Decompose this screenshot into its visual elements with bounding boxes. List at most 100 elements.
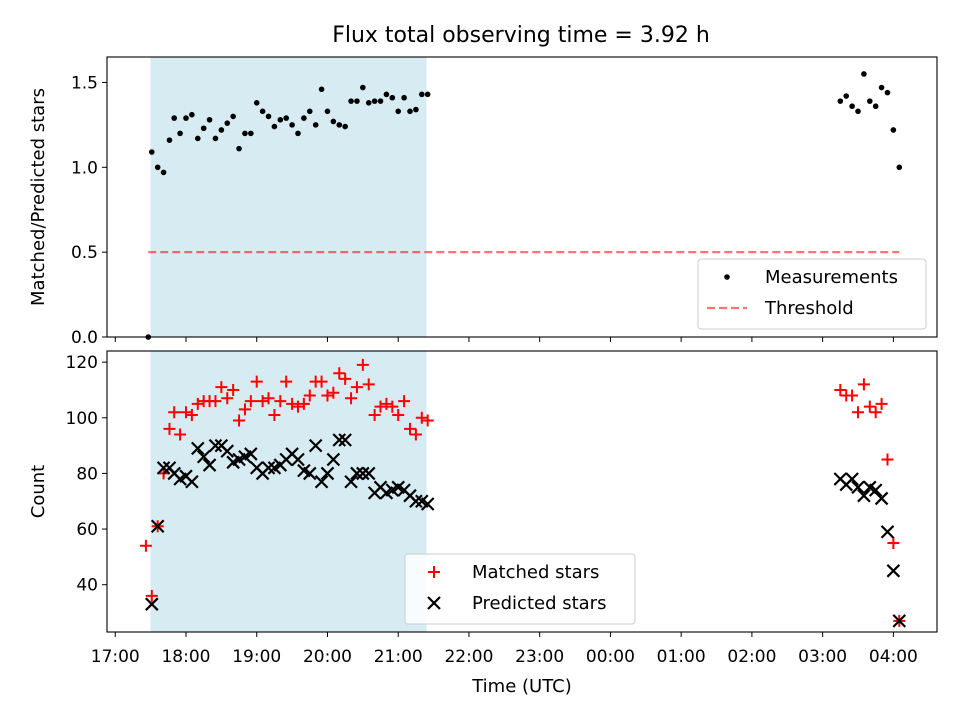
measurement-point xyxy=(230,113,236,120)
x-tick-label: 03:00 xyxy=(798,647,847,667)
measurement-point xyxy=(206,116,213,123)
matched-star-point xyxy=(409,428,422,441)
predicted-star-point xyxy=(202,458,217,472)
measurement-point xyxy=(194,135,201,142)
x-tick-label: 04:00 xyxy=(869,647,918,667)
predicted-star-point xyxy=(303,466,317,481)
x-tick-label: 20:00 xyxy=(303,647,352,667)
matched-star-point xyxy=(398,395,411,408)
measurement-point xyxy=(843,93,850,99)
matched-star-point xyxy=(244,395,257,408)
matched-star-point xyxy=(221,392,234,405)
matched-star-point xyxy=(238,403,251,416)
measurement-point xyxy=(413,106,419,113)
measurement-point xyxy=(301,115,307,121)
measurement-point xyxy=(418,91,425,98)
axes-frame xyxy=(106,56,938,338)
matched-star-point xyxy=(345,392,358,405)
measurement-point xyxy=(189,111,195,118)
predicted-star-point xyxy=(886,564,901,578)
measurement-point xyxy=(289,122,295,128)
shaded-interval xyxy=(150,57,427,337)
matched-star-point xyxy=(881,453,894,466)
measurement-point xyxy=(200,125,207,132)
predicted-star-point xyxy=(361,466,376,481)
matched-star-point xyxy=(350,381,363,394)
predicted-star-point xyxy=(344,474,358,489)
predicted-star-point xyxy=(208,438,223,453)
measurement-point xyxy=(171,115,178,121)
matched-star-point xyxy=(280,375,293,388)
x-tick-label: 02:00 xyxy=(727,647,776,667)
matched-star-point xyxy=(209,395,222,408)
legend-predicted-marker xyxy=(427,596,441,610)
x-tick-label: 00:00 xyxy=(586,647,635,667)
measurement-point xyxy=(342,123,348,130)
matched-star-point xyxy=(421,414,434,427)
measurement-point xyxy=(354,98,360,104)
matched-star-point xyxy=(250,375,263,388)
measurement-point xyxy=(312,122,319,128)
measurement-point xyxy=(177,130,183,137)
measurement-point xyxy=(896,164,903,171)
measurement-point xyxy=(283,115,290,121)
measurement-point xyxy=(154,164,161,171)
predicted-star-point xyxy=(409,494,423,509)
legend: Measurements Threshold xyxy=(697,258,927,330)
predicted-star-point xyxy=(308,438,323,453)
predicted-star-point xyxy=(191,441,205,456)
predicted-star-point xyxy=(291,452,305,467)
y-tick-label: 0.0 xyxy=(71,328,98,348)
matched-star-point xyxy=(139,539,152,552)
measurement-point xyxy=(855,108,861,115)
measurement-point xyxy=(348,98,354,104)
predicted-star-point xyxy=(185,474,199,489)
measurement-point xyxy=(360,84,366,91)
legend: Matched stars Predicted stars xyxy=(404,553,636,625)
x-tick-label: 21:00 xyxy=(374,647,423,667)
measurement-point xyxy=(224,120,231,126)
measurement-point xyxy=(271,123,278,130)
measurement-point xyxy=(878,84,885,91)
x-tick-label: 01:00 xyxy=(657,647,706,667)
matched-star-point xyxy=(386,400,399,413)
measurement-point xyxy=(884,89,891,96)
measurement-point xyxy=(236,145,242,152)
predicted-star-point xyxy=(338,433,352,447)
measurement-point xyxy=(160,169,167,176)
matched-star-point xyxy=(163,422,176,435)
measurement-point xyxy=(248,130,254,137)
predicted-star-point xyxy=(868,483,883,497)
y-tick-label: 1.0 xyxy=(71,158,98,178)
legend-label: Measurements xyxy=(765,267,898,288)
shaded-interval xyxy=(150,351,427,632)
measurement-point xyxy=(872,103,879,110)
predicted-star-point xyxy=(356,466,370,481)
matched-star-point xyxy=(191,397,204,410)
measurement-point xyxy=(377,98,384,104)
x-tick-label: 18:00 xyxy=(161,647,210,667)
matched-star-point xyxy=(333,367,346,380)
top-panel: 0.0 0.5 1.0 1.5 Matched/Predicted stars Measu… xyxy=(28,56,938,348)
x-tick-label: 23:00 xyxy=(515,647,564,667)
measurement-point xyxy=(383,91,390,98)
y-axis-label: Matched/Predicted stars xyxy=(28,88,49,306)
legend-label: Matched stars xyxy=(472,562,599,583)
bottom-panel: 40 60 80 100 120 17:00 18:00 19:00 20:00 21:00 22:… xyxy=(28,350,938,697)
legend-box xyxy=(404,553,636,625)
matched-star-point xyxy=(215,381,228,394)
matched-star-point xyxy=(846,389,859,402)
measurement-point xyxy=(336,122,343,128)
matched-star-point xyxy=(291,400,304,413)
measurement-point xyxy=(253,100,260,106)
matched-star-point xyxy=(185,408,198,421)
measurement-point xyxy=(401,94,407,101)
matched-star-point xyxy=(297,397,310,410)
measurement-point xyxy=(183,115,189,121)
measurement-point xyxy=(324,108,331,115)
matched-star-point xyxy=(339,372,352,385)
matched-star-point xyxy=(179,406,192,419)
legend-label: Threshold xyxy=(764,298,854,319)
predicted-star-point xyxy=(244,447,258,461)
